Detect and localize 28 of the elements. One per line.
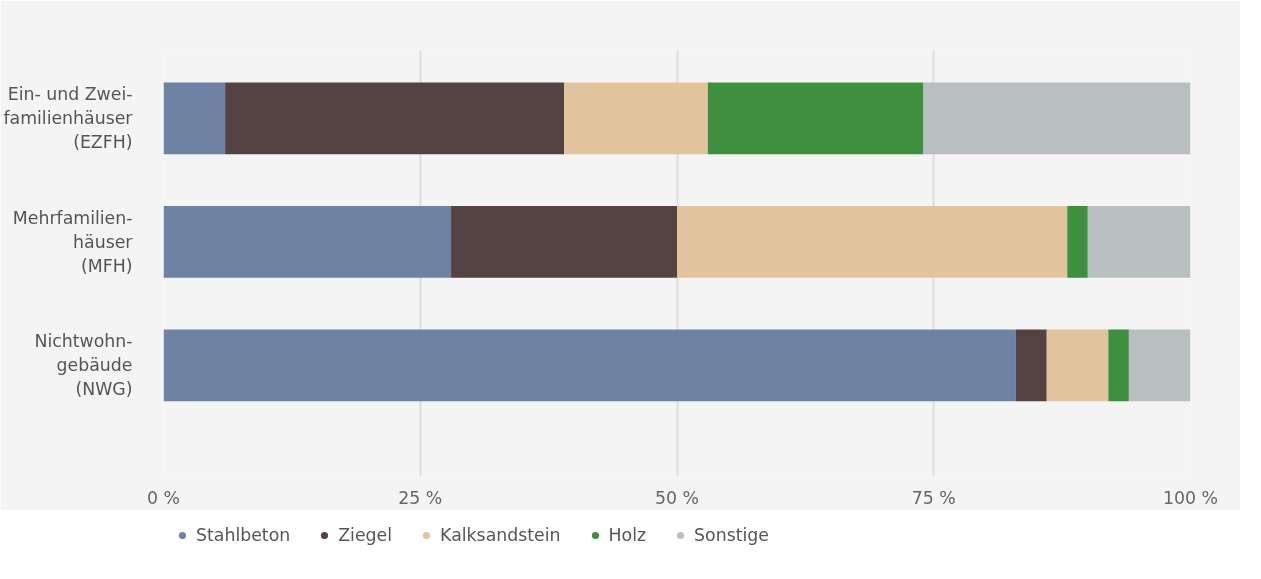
bar (163, 82, 226, 155)
legend-label: Kalksandstein (440, 525, 561, 545)
y-tick-label: Mehrfamilien- häuser (MFH) (12, 207, 134, 276)
bar (451, 206, 677, 278)
x-tick-label: 100 % (1162, 487, 1219, 508)
bar (1087, 206, 1191, 278)
legend-label: Stahlbeton (196, 525, 291, 545)
x-tick-label: 50 % (654, 487, 700, 508)
bar (163, 329, 1016, 402)
bar (163, 206, 452, 278)
bar (923, 82, 1191, 155)
bar (225, 82, 565, 155)
bar (1015, 329, 1047, 402)
bar (564, 82, 708, 155)
x-tick-label: 0 % (147, 487, 180, 508)
bar (1046, 329, 1109, 402)
bar (677, 206, 1068, 278)
y-tick-label: Ein- und Zwei- familienhäuser (EZFH) (3, 84, 134, 153)
y-tick-label: Nichtwohn- gebäude (NWG) (34, 331, 133, 400)
bar (1128, 329, 1191, 402)
bar (707, 82, 924, 155)
legend-label: Holz (608, 525, 647, 545)
legend-label: Sonstige (694, 525, 769, 545)
legend-label: Ziegel (338, 525, 393, 545)
x-tick-label: 25 % (398, 487, 443, 508)
bar (1067, 206, 1088, 278)
x-tick-label: 75 % (911, 487, 956, 508)
bar (1108, 329, 1129, 402)
